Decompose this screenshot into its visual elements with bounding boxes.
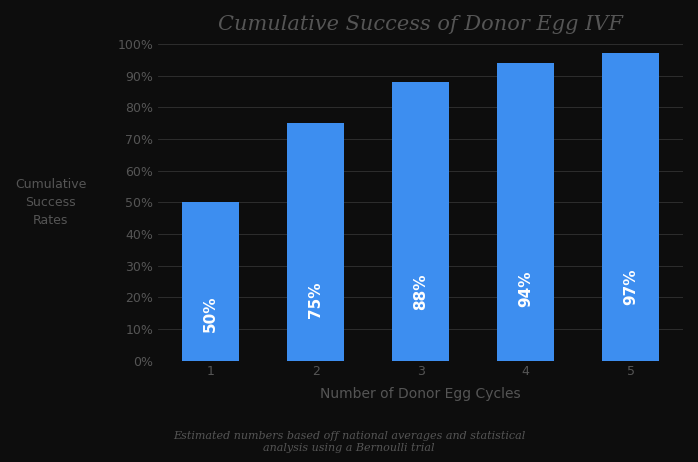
Text: 50%: 50% [203,296,218,332]
Text: Estimated numbers based off national averages and statistical
analysis using a B: Estimated numbers based off national ave… [173,431,525,453]
Bar [602,54,660,361]
Text: 75%: 75% [308,281,323,318]
Bar [392,82,450,361]
X-axis label: Number of Donor Egg Cycles: Number of Donor Egg Cycles [320,387,521,401]
Text: 88%: 88% [413,274,428,310]
Bar [181,202,239,361]
Y-axis label: Cumulative
Success
Rates: Cumulative Success Rates [15,178,87,227]
Text: 94%: 94% [518,271,533,307]
Text: 97%: 97% [623,269,638,305]
Bar [497,63,554,361]
Title: Cumulative Success of Donor Egg IVF: Cumulative Success of Donor Egg IVF [218,15,623,34]
Bar [287,123,344,361]
